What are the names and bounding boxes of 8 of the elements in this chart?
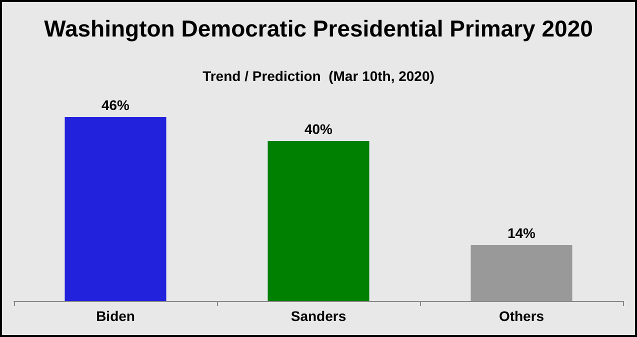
x-tick-label: Biden [96,308,135,324]
data-label: 14% [507,225,536,241]
chart-subtitle: Trend / Prediction (Mar 10th, 2020) [202,68,434,84]
data-label: 40% [304,121,334,137]
x-tick-label: Others [498,308,544,324]
x-tick-label: Sanders [290,308,346,324]
chart-title: Washington Democratic Presidential Primary 2020 [44,16,593,42]
data-label: 46% [101,97,130,113]
